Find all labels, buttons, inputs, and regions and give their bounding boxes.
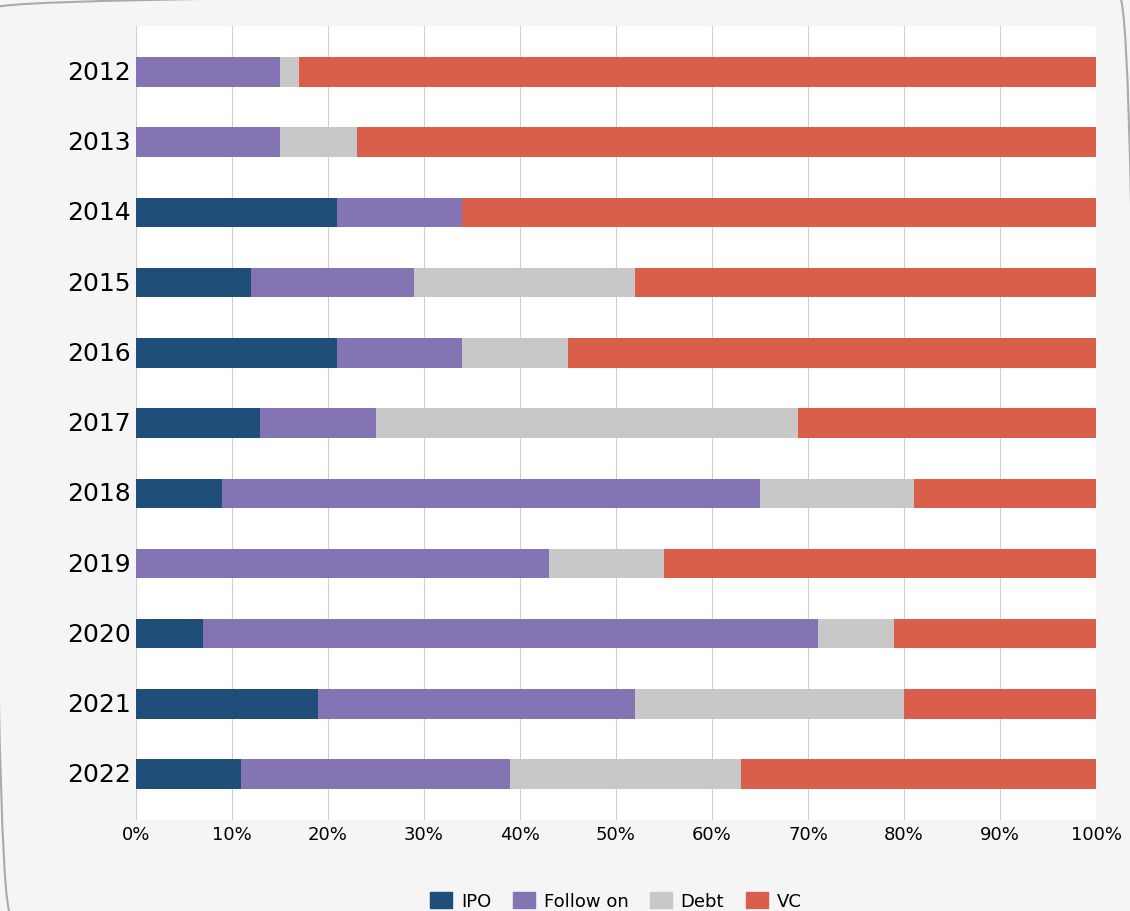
Bar	[279, 58, 298, 87]
Bar	[741, 760, 1096, 789]
Bar	[136, 269, 251, 298]
Bar	[136, 760, 242, 789]
Bar	[136, 128, 279, 158]
Bar	[136, 690, 319, 719]
Bar	[414, 269, 635, 298]
Bar	[913, 479, 1096, 508]
Bar	[279, 128, 356, 158]
Bar	[894, 619, 1096, 649]
Bar	[462, 199, 1096, 228]
Bar	[904, 690, 1096, 719]
Bar	[635, 269, 1096, 298]
Bar	[242, 760, 510, 789]
Bar	[567, 339, 1096, 368]
Bar	[510, 760, 741, 789]
Bar	[462, 339, 567, 368]
Bar	[221, 479, 759, 508]
Bar	[136, 58, 279, 87]
Bar	[548, 549, 663, 578]
Bar	[798, 409, 1096, 438]
Bar	[319, 690, 635, 719]
Bar	[203, 619, 817, 649]
Bar	[375, 409, 798, 438]
Bar	[136, 619, 203, 649]
Legend: IPO, Follow on, Debt, VC: IPO, Follow on, Debt, VC	[423, 885, 809, 911]
Bar	[260, 409, 375, 438]
Bar	[136, 339, 337, 368]
Bar	[136, 549, 548, 578]
Bar	[136, 409, 260, 438]
Bar	[136, 199, 337, 228]
Bar	[251, 269, 414, 298]
Bar	[759, 479, 913, 508]
Bar	[337, 199, 462, 228]
Bar	[357, 128, 1096, 158]
Bar	[136, 479, 221, 508]
Bar	[298, 58, 1096, 87]
Bar	[635, 690, 904, 719]
Bar	[817, 619, 895, 649]
Bar	[337, 339, 462, 368]
Bar	[664, 549, 1096, 578]
